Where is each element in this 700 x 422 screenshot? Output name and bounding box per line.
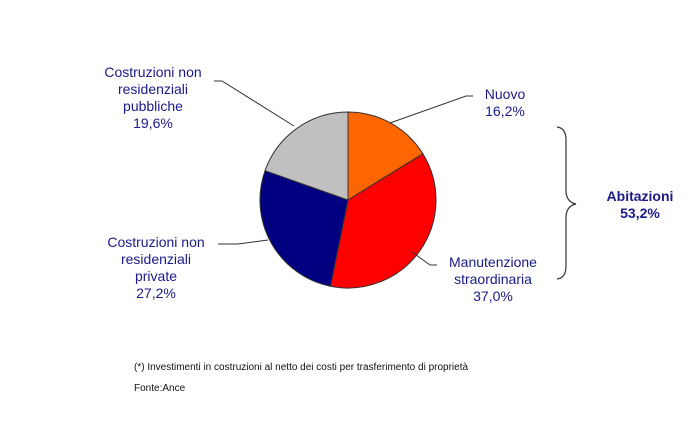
leader-line-private [218,239,269,245]
label-line: Manutenzione [449,254,537,270]
label-line: pubbliche [123,98,183,114]
label-nuovo: Nuovo 16,2% [470,86,540,120]
label-line: Costruzioni non [104,64,202,80]
abitazioni-brace-icon [556,126,577,280]
label-value: 37,0% [473,288,513,304]
label-private: Costruzioni non residenziali private 27,… [91,234,221,302]
label-line: residenziali [117,81,189,97]
pie-slice-costruzioni-non-residenziali-pubbliche [264,111,349,201]
source: Fonte:Ance [134,383,186,394]
footnote: (*) Investimenti in costruzioni al netto… [134,362,469,373]
label-line: straordinaria [454,271,532,287]
label-value: 27,2% [136,285,176,301]
leader-line-pubbliche [214,80,295,127]
leader-line-nuovo [389,95,473,124]
label-line: Abitazioni [606,188,674,204]
label-abitazioni: Abitazioni 53,2% [590,188,690,222]
label-value: 53,2% [620,205,660,221]
pie-slice-costruzioni-non-residenziali-private [259,170,349,287]
pie-slices [259,111,437,289]
label-line: Costruzioni non [107,234,205,250]
label-value: 19,6% [133,115,173,131]
label-pubbliche: Costruzioni non residenziali pubbliche 1… [88,64,218,132]
label-line: Nuovo [484,86,526,102]
label-manutenzione: Manutenzione straordinaria 37,0% [436,254,550,305]
leader-line-manutenzione [411,251,437,266]
label-line: residenziali [120,251,192,267]
label-line: private [134,268,178,284]
label-value: 16,2% [485,103,525,119]
pie-slice-manutenzione-straordinaria [329,153,437,289]
